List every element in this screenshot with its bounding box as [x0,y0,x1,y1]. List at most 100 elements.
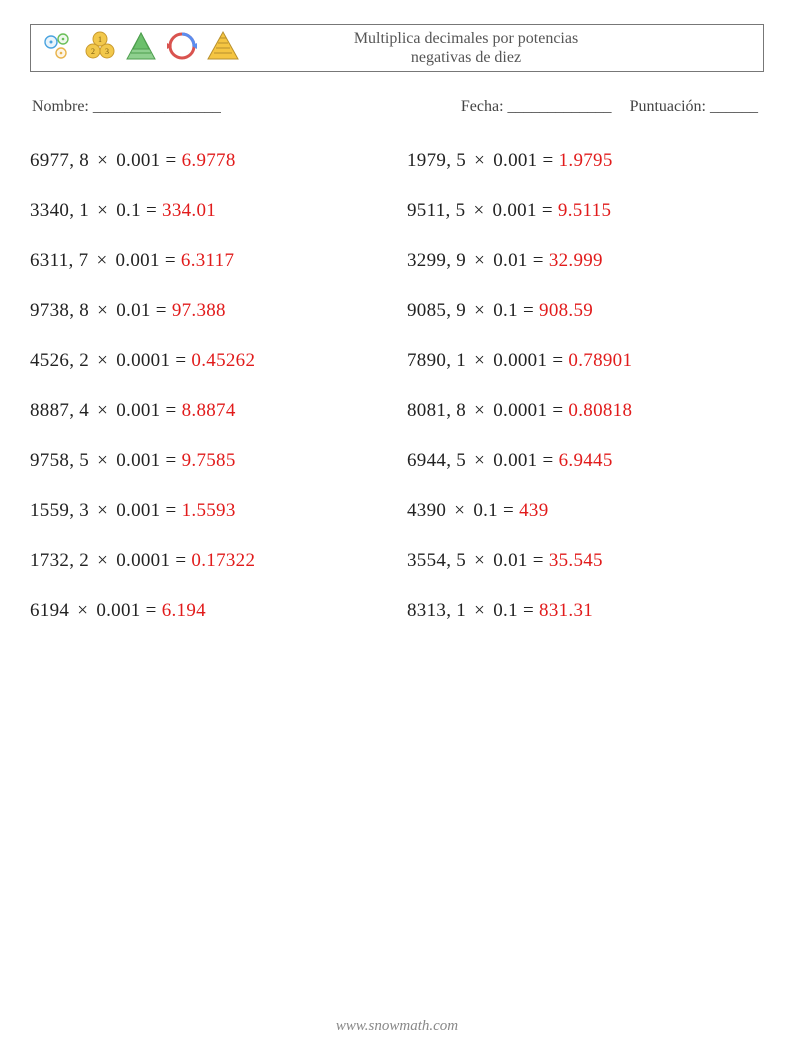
multiplier: 0.1 [493,600,518,621]
equals: = [518,300,539,321]
answer: 32.999 [549,250,603,271]
problem-row: 3340, 1 × 0.1 = 334.01 [30,200,387,222]
times-symbol: × [466,150,493,171]
operand: 3299, 9 [407,250,466,271]
answer: 1.5593 [182,500,236,521]
equals: = [160,250,181,271]
problem-row: 8081, 8 × 0.0001 = 0.80818 [407,400,764,422]
answer: 6.194 [162,600,206,621]
multiplier: 0.1 [493,300,518,321]
multiplier: 0.001 [96,600,140,621]
operand: 1732, 2 [30,550,89,571]
equals: = [528,550,549,571]
svg-text:2: 2 [91,47,95,56]
title-line-1: Multiplica decimales por potencias [239,29,693,48]
times-symbol: × [466,300,493,321]
problem-row: 9085, 9 × 0.1 = 908.59 [407,300,764,322]
equals: = [160,500,181,521]
times-symbol: × [446,500,473,521]
numbered-circles-icon: 1 2 3 [83,29,117,68]
multiplier: 0.001 [493,150,537,171]
multiplier: 0.001 [116,400,160,421]
green-pyramid-icon [125,29,157,68]
answer: 6.9778 [182,150,236,171]
times-symbol: × [466,350,493,371]
equals: = [518,600,539,621]
answer: 8.8874 [182,400,236,421]
answer: 0.78901 [568,350,632,371]
times-symbol: × [466,250,493,271]
problems-column-left: 6977, 8 × 0.001 = 6.9778 3340, 1 × 0.1 = … [30,150,387,622]
multiplier: 0.0001 [116,350,170,371]
operand: 6977, 8 [30,150,89,171]
multiplier: 0.001 [116,450,160,471]
equals: = [160,150,181,171]
problem-row: 3299, 9 × 0.01 = 32.999 [407,250,764,272]
times-symbol: × [89,350,116,371]
times-symbol: × [466,450,493,471]
times-symbol: × [88,250,115,271]
problem-row: 9738, 8 × 0.01 = 97.388 [30,300,387,322]
answer: 831.31 [539,600,593,621]
multiplier: 0.001 [493,200,537,221]
operand: 1559, 3 [30,500,89,521]
problem-row: 7890, 1 × 0.0001 = 0.78901 [407,350,764,372]
times-symbol: × [89,200,116,221]
score-field: Puntuación: ______ [630,98,758,116]
operand: 1979, 5 [407,150,466,171]
operand: 4526, 2 [30,350,89,371]
problem-row: 4526, 2 × 0.0001 = 0.45262 [30,350,387,372]
problems-grid: 6977, 8 × 0.001 = 6.9778 3340, 1 × 0.1 = … [30,150,764,622]
problem-row: 1559, 3 × 0.001 = 1.5593 [30,500,387,522]
problem-row: 6977, 8 × 0.001 = 6.9778 [30,150,387,172]
equals: = [160,450,181,471]
answer: 0.17322 [191,550,255,571]
times-symbol: × [89,500,116,521]
equals: = [141,200,162,221]
equals: = [170,350,191,371]
svg-text:1: 1 [98,35,102,44]
multiplier: 0.001 [116,250,160,271]
equals: = [498,500,519,521]
operand: 9738, 8 [30,300,89,321]
problem-row: 4390 × 0.1 = 439 [407,500,764,522]
equals: = [141,600,162,621]
multiplier: 0.001 [493,450,537,471]
worksheet-title: Multiplica decimales por potencias negat… [239,29,753,67]
answer: 6.3117 [181,250,234,271]
operand: 3340, 1 [30,200,89,221]
equals: = [537,450,558,471]
arrow-circle-icon [165,29,199,68]
answer: 97.388 [172,300,226,321]
problem-row: 6311, 7 × 0.001 = 6.3117 [30,250,387,272]
answer: 908.59 [539,300,593,321]
striped-pyramid-icon [207,29,239,68]
equals: = [170,550,191,571]
operand: 6944, 5 [407,450,466,471]
answer: 334.01 [162,200,216,221]
multiplier: 0.001 [116,150,160,171]
footer-url: www.snowmath.com [0,1018,794,1035]
times-symbol: × [89,450,116,471]
header-icons: 1 2 3 [41,29,239,68]
equals: = [537,150,558,171]
equals: = [537,200,558,221]
meta-row: Nombre: ________________ Fecha: ________… [30,98,764,116]
operand: 4390 [407,500,446,521]
problem-row: 1979, 5 × 0.001 = 1.9795 [407,150,764,172]
name-field: Nombre: ________________ [30,98,221,116]
answer: 9.5115 [558,200,611,221]
svg-text:3: 3 [105,47,109,56]
equals: = [528,250,549,271]
operand: 7890, 1 [407,350,466,371]
title-line-2: negativas de diez [239,48,693,67]
equals: = [547,400,568,421]
problem-row: 1732, 2 × 0.0001 = 0.17322 [30,550,387,572]
times-symbol: × [89,550,116,571]
answer: 1.9795 [559,150,613,171]
problem-row: 8887, 4 × 0.001 = 8.8874 [30,400,387,422]
equals: = [160,400,181,421]
operand: 8887, 4 [30,400,89,421]
problems-column-right: 1979, 5 × 0.001 = 1.97959511, 5 × 0.001 … [407,150,764,622]
operand: 6311, 7 [30,250,88,271]
